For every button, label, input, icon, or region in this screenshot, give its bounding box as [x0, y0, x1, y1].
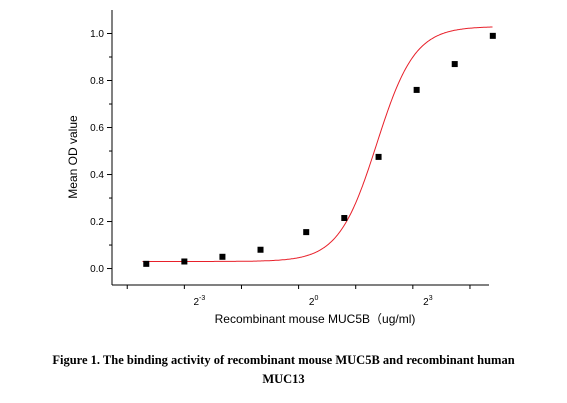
- data-point: [489, 32, 496, 39]
- data-point: [181, 258, 188, 265]
- y-tick-label: 0.8: [90, 76, 104, 87]
- caption-line-2: MUC13: [262, 372, 305, 386]
- data-point: [341, 215, 348, 222]
- caption-line-1: Figure 1. The binding activity of recomb…: [52, 353, 515, 367]
- y-tick-label: 0.2: [90, 217, 104, 228]
- data-point: [143, 260, 150, 267]
- data-point: [303, 229, 310, 236]
- plot-area: 0.0 0.2 0.4 0.6 0.8 1.0 2-3 20 23: [90, 10, 496, 308]
- data-point: [257, 246, 264, 253]
- data-point: [451, 61, 458, 68]
- data-point: [375, 153, 382, 160]
- chart: 0.00.20.40.60.81.02-3 20 23 Mean OD value …: [66, 10, 496, 326]
- data-point: [219, 253, 226, 260]
- data-point: [413, 86, 420, 93]
- x-tick-label: 23: [423, 295, 433, 308]
- y-tick-label: 0.6: [90, 123, 104, 134]
- y-tick-label: 0.4: [90, 170, 104, 181]
- figure-caption: Figure 1. The binding activity of recomb…: [20, 351, 547, 389]
- y-axis-label: Mean OD value: [66, 115, 80, 199]
- fit-curve: [142, 26, 493, 262]
- x-tick-label: 2-3: [193, 295, 205, 308]
- y-tick-label: 0.0: [90, 264, 104, 275]
- y-tick-label: 1.0: [90, 29, 104, 40]
- x-tick-label: 20: [309, 295, 319, 308]
- x-axis-label: Recombinant mouse MUC5B（ug/ml): [215, 312, 416, 326]
